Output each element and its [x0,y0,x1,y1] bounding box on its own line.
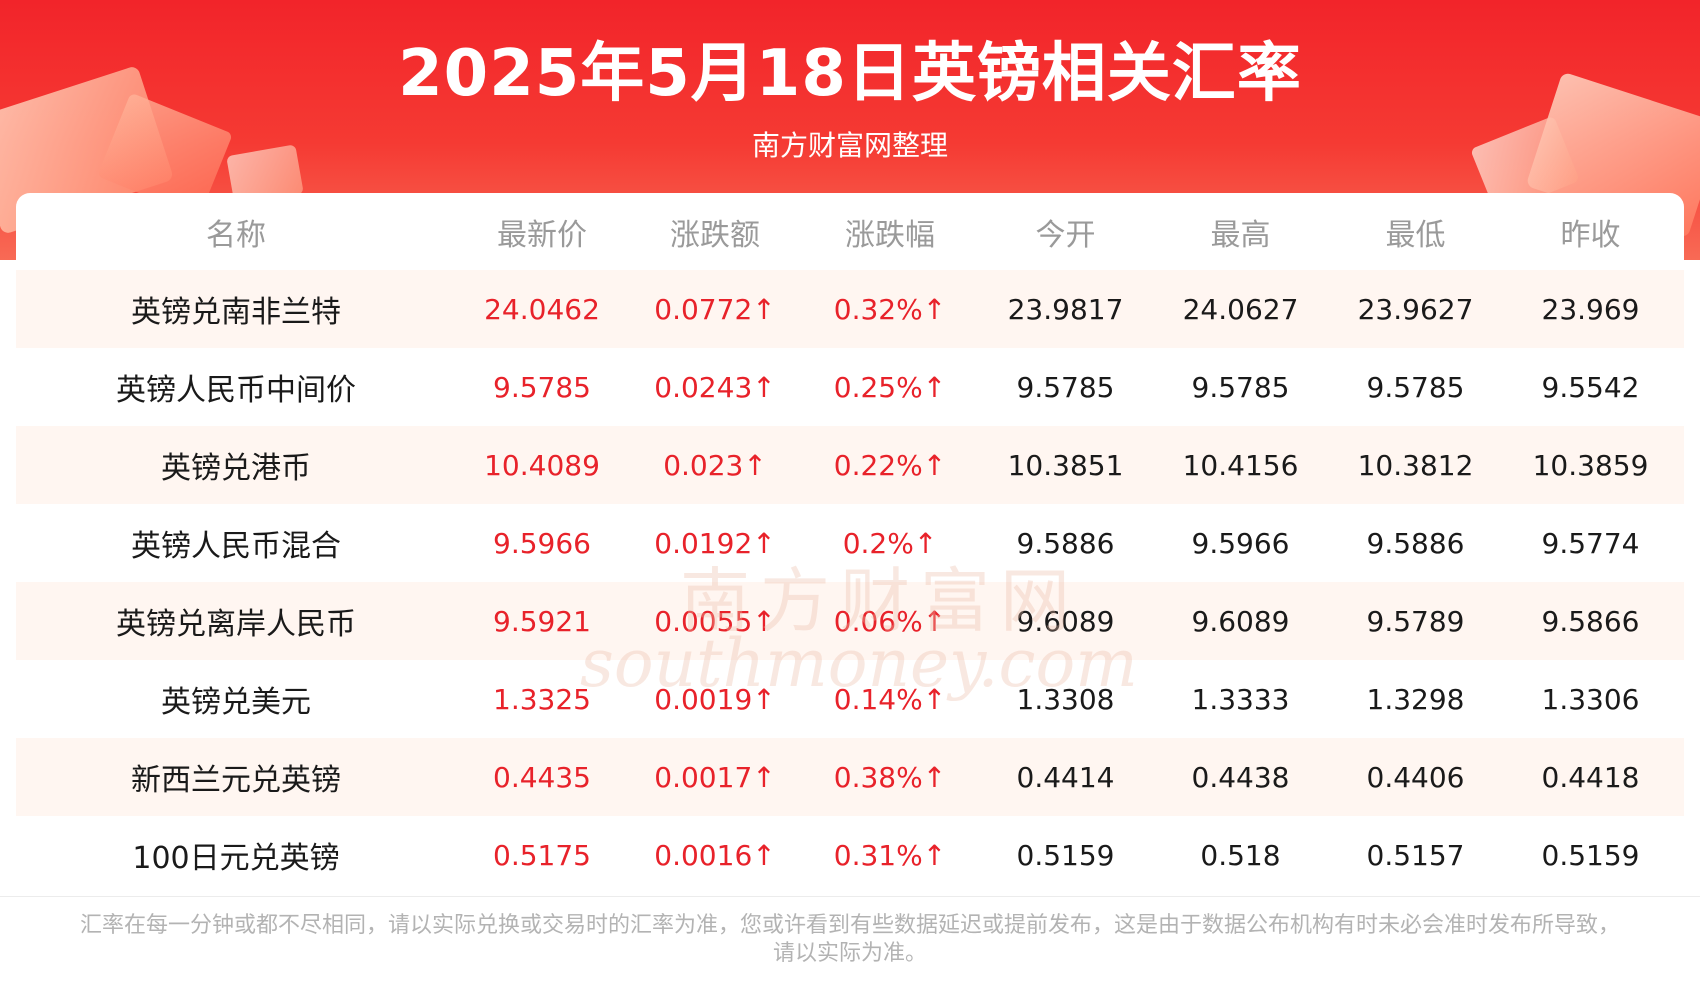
cell-high: 24.0627 [1182,292,1299,326]
cell-name: 英镑兑美元 [161,685,311,720]
cell-latest: 9.5785 [493,370,591,404]
cell-name: 英镑兑港币 [161,451,311,486]
table-row: 英镑兑离岸人民币 9.5921 0.0055↑ 0.06%↑ 9.6089 9.… [16,582,1684,660]
cell-open: 9.6089 [1016,604,1115,638]
cell-name: 英镑人民币混合 [131,529,341,564]
cell-high: 1.3333 [1191,682,1290,716]
cell-open: 0.5159 [1016,838,1115,872]
cell-low: 9.5785 [1366,370,1465,404]
page-title: 2025年5月18日英镑相关汇率 [398,37,1302,111]
column-header-open: 今开 [1035,217,1096,253]
cell-latest: 1.3325 [493,682,591,716]
cell-change: 0.0017↑ [654,760,776,794]
table-row: 英镑人民币中间价 9.5785 0.0243↑ 0.25%↑ 9.5785 9.… [16,348,1684,426]
cell-change: 0.0772↑ [654,292,776,326]
cell-open: 0.4414 [1016,760,1115,794]
cell-low: 0.5157 [1366,838,1465,872]
cell-high: 0.4438 [1191,760,1290,794]
cell-latest: 9.5921 [493,604,591,638]
cell-change-pct: 0.25%↑ [833,370,947,404]
column-header-name: 名称 [206,217,266,253]
divider [0,896,1700,897]
disclaimer-line-2: 请以实际为准。 [772,941,927,966]
table-row: 英镑兑南非兰特 24.0462 0.0772↑ 0.32%↑ 23.9817 2… [16,270,1684,348]
cell-change-pct: 0.38%↑ [833,760,947,794]
cell-latest: 24.0462 [484,292,600,326]
cell-low: 0.4406 [1366,760,1465,794]
cell-prev-close: 9.5866 [1541,604,1640,638]
cell-high: 0.518 [1200,838,1281,872]
cell-open: 9.5785 [1016,370,1115,404]
cell-prev-close: 0.5159 [1541,838,1640,872]
cell-open: 23.9817 [1007,292,1124,326]
cell-change-pct: 0.2%↑ [842,526,938,560]
column-header-high: 最高 [1210,217,1271,253]
cell-name: 英镑兑离岸人民币 [116,607,356,642]
cell-change: 0.0055↑ [654,604,776,638]
cell-high: 9.6089 [1191,604,1290,638]
disclaimer-line-1: 汇率在每一分钟或都不尽相同，请以实际兑换或交易时的汇率为准，您或许看到有些数据延… [79,913,1620,938]
table-row: 英镑兑港币 10.4089 0.023↑ 0.22%↑ 10.3851 10.4… [16,426,1684,504]
cell-change-pct: 0.14%↑ [833,682,947,716]
cell-change: 0.0243↑ [654,370,776,404]
cell-low: 1.3298 [1366,682,1465,716]
cell-prev-close: 1.3306 [1541,682,1640,716]
cell-name: 英镑兑南非兰特 [131,295,341,330]
cell-latest: 9.5966 [493,526,591,560]
page-subtitle: 南方财富网整理 [751,129,948,162]
disclaimer: 汇率在每一分钟或都不尽相同，请以实际兑换或交易时的汇率为准，您或许看到有些数据延… [70,912,1630,968]
cell-change: 0.0192↑ [654,526,776,560]
cell-high: 9.5785 [1191,370,1290,404]
rate-table: 名称 最新价 涨跌额 涨跌幅 今开 最高 最低 昨收 英镑兑南非兰特 24.04… [16,193,1684,893]
cell-change-pct: 0.32%↑ [833,292,947,326]
cell-open: 10.3851 [1007,448,1124,482]
cell-change-pct: 0.31%↑ [833,838,947,872]
cell-change: 0.0016↑ [654,838,776,872]
column-header-change-pct: 涨跌幅 [845,217,935,253]
column-header-prev-close: 昨收 [1560,217,1621,253]
cell-name: 100日元兑英镑 [132,841,340,876]
cell-low: 10.3812 [1357,448,1474,482]
cell-open: 1.3308 [1016,682,1115,716]
cell-prev-close: 23.969 [1541,292,1640,326]
table-row: 英镑兑美元 1.3325 0.0019↑ 0.14%↑ 1.3308 1.333… [16,660,1684,738]
cell-prev-close: 9.5542 [1541,370,1640,404]
cell-name: 新西兰元兑英镑 [131,763,341,798]
table-row: 100日元兑英镑 0.5175 0.0016↑ 0.31%↑ 0.5159 0.… [16,816,1684,893]
cell-high: 9.5966 [1191,526,1290,560]
cell-change: 0.023↑ [663,448,767,482]
cell-latest: 0.5175 [493,838,591,872]
column-header-latest: 最新价 [497,217,587,253]
table-row: 英镑人民币混合 9.5966 0.0192↑ 0.2%↑ 9.5886 9.59… [16,504,1684,582]
table-header: 名称 最新价 涨跌额 涨跌幅 今开 最高 最低 昨收 [16,193,1684,270]
column-header-change: 涨跌额 [670,217,760,253]
cell-change-pct: 0.22%↑ [833,448,947,482]
cell-prev-close: 10.3859 [1532,448,1649,482]
cell-prev-close: 0.4418 [1541,760,1640,794]
cell-change-pct: 0.06%↑ [833,604,947,638]
cell-low: 9.5886 [1366,526,1465,560]
cell-latest: 0.4435 [493,760,591,794]
cell-name: 英镑人民币中间价 [116,373,356,408]
cell-low: 23.9627 [1357,292,1474,326]
cell-open: 9.5886 [1016,526,1115,560]
table-row: 新西兰元兑英镑 0.4435 0.0017↑ 0.38%↑ 0.4414 0.4… [16,738,1684,816]
cell-latest: 10.4089 [484,448,600,482]
cell-change: 0.0019↑ [654,682,776,716]
cell-high: 10.4156 [1182,448,1299,482]
column-header-low: 最低 [1385,217,1446,253]
cell-low: 9.5789 [1366,604,1465,638]
cell-prev-close: 9.5774 [1541,526,1640,560]
